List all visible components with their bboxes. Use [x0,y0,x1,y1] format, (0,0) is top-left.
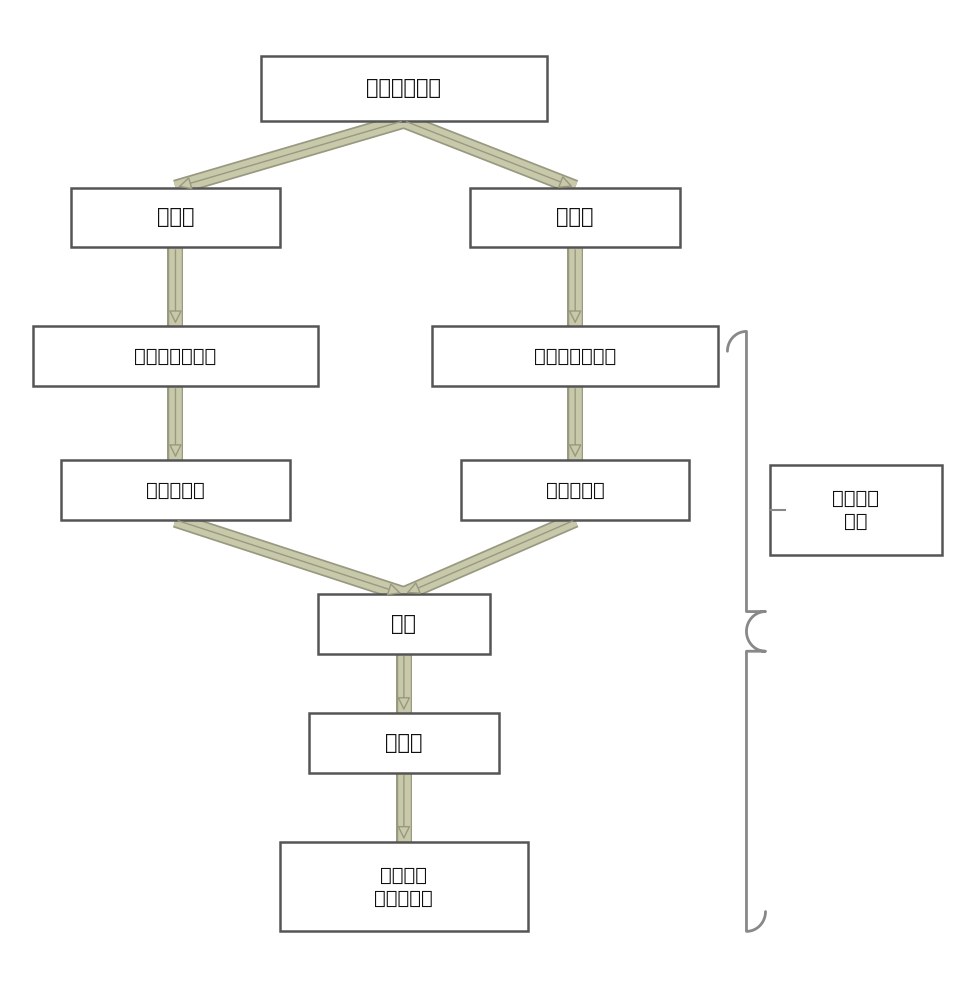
Text: 参考光: 参考光 [156,207,194,227]
FancyBboxPatch shape [33,326,318,386]
FancyBboxPatch shape [461,460,689,520]
FancyBboxPatch shape [280,842,528,931]
Text: 横向扫描视网膜: 横向扫描视网膜 [534,347,616,366]
FancyBboxPatch shape [318,594,490,654]
FancyBboxPatch shape [432,326,718,386]
Text: 返回信号光: 返回信号光 [546,481,605,500]
FancyBboxPatch shape [770,465,942,555]
FancyBboxPatch shape [470,188,680,247]
Text: 红外激光光源: 红外激光光源 [367,78,442,98]
Text: 信号光: 信号光 [557,207,594,227]
Text: 信号采集
与处理系统: 信号采集 与处理系统 [374,865,433,908]
FancyBboxPatch shape [309,713,499,773]
FancyBboxPatch shape [261,56,546,121]
Text: 干涉: 干涉 [392,614,417,634]
Text: 反射镜纵向移动: 反射镜纵向移动 [134,347,217,366]
Text: 探测器: 探测器 [385,733,422,753]
Text: 信号探测
系统: 信号探测 系统 [832,489,879,531]
FancyBboxPatch shape [71,188,280,247]
Text: 返回参考光: 返回参考光 [146,481,204,500]
FancyBboxPatch shape [61,460,290,520]
